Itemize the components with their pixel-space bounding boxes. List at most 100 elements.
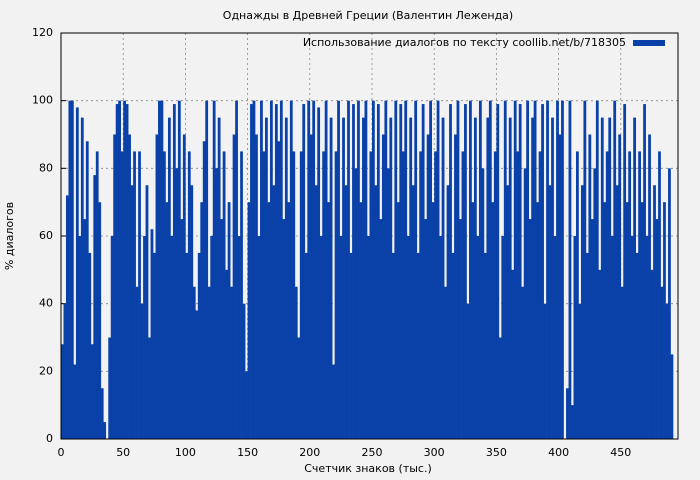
y-tick-label: 0 <box>46 432 53 445</box>
bar <box>648 134 651 439</box>
bar <box>376 104 380 440</box>
bar <box>431 202 435 439</box>
bar <box>145 185 149 439</box>
bar <box>133 151 136 439</box>
bar <box>486 117 490 439</box>
bar <box>324 100 328 440</box>
bar <box>556 100 559 440</box>
bar <box>317 107 321 439</box>
bar <box>483 252 487 439</box>
bar <box>645 236 649 439</box>
bar <box>202 141 206 439</box>
bar <box>653 185 656 439</box>
bar <box>593 168 597 440</box>
bar <box>63 303 67 439</box>
bar <box>349 252 353 439</box>
bar <box>566 388 569 439</box>
bar <box>367 236 370 439</box>
bar <box>85 141 89 439</box>
bar <box>451 252 455 439</box>
bar <box>150 229 154 439</box>
bar <box>177 100 181 440</box>
bar <box>247 202 251 439</box>
bar <box>192 286 196 439</box>
bar <box>240 151 243 439</box>
bar <box>200 202 204 439</box>
bar <box>543 303 547 439</box>
bar <box>332 364 335 439</box>
bar <box>359 202 363 439</box>
bar <box>439 236 442 439</box>
bar <box>304 252 308 439</box>
y-tick-label: 100 <box>32 94 53 107</box>
bar <box>429 100 432 440</box>
bar <box>374 185 378 439</box>
bar <box>135 286 139 439</box>
bar <box>167 117 171 439</box>
x-tick-label: 0 <box>58 446 65 459</box>
bar <box>598 269 602 439</box>
bar <box>113 134 117 439</box>
bar <box>153 252 156 439</box>
bar <box>571 405 574 439</box>
bar <box>339 236 343 439</box>
bar <box>424 219 428 439</box>
bar <box>610 236 614 439</box>
bar <box>245 371 248 439</box>
bar <box>260 100 263 440</box>
bar <box>284 117 288 439</box>
bar <box>103 422 107 439</box>
bar <box>197 252 201 439</box>
bar <box>643 104 646 440</box>
y-tick-label: 60 <box>39 229 53 242</box>
bar <box>481 168 485 440</box>
bar <box>95 151 99 439</box>
plot-frame <box>60 32 679 440</box>
bar <box>210 236 214 439</box>
y-tick-label: 120 <box>32 26 53 39</box>
bar <box>538 151 542 439</box>
bar <box>279 100 283 440</box>
bar <box>118 100 122 440</box>
bar <box>182 134 186 439</box>
bar <box>469 100 472 440</box>
bar <box>80 117 84 439</box>
x-tick-label: 200 <box>299 446 320 459</box>
bar <box>608 117 612 439</box>
bar <box>68 100 72 440</box>
bar <box>207 286 211 439</box>
bar <box>421 104 425 440</box>
bar <box>600 117 604 439</box>
bar <box>548 185 552 439</box>
bar <box>526 100 530 440</box>
bar <box>215 168 219 440</box>
x-tick-label: 450 <box>610 446 631 459</box>
bar <box>471 202 475 439</box>
bar <box>130 185 134 439</box>
x-tick-label: 100 <box>175 446 196 459</box>
legend-swatch <box>633 40 665 46</box>
x-tick-label: 50 <box>116 446 130 459</box>
bar <box>232 134 236 439</box>
bar <box>419 151 423 439</box>
bar <box>536 202 539 439</box>
bar <box>180 219 184 439</box>
bar <box>190 185 194 439</box>
bar <box>456 100 460 440</box>
x-tick-label: 250 <box>361 446 382 459</box>
bar <box>65 195 69 439</box>
bar <box>561 100 564 440</box>
bar <box>235 100 238 440</box>
bar <box>272 185 276 439</box>
bar <box>347 100 350 440</box>
bar <box>172 104 176 440</box>
bar <box>546 100 549 440</box>
bar <box>523 168 527 440</box>
bar <box>590 219 594 439</box>
bar <box>242 303 246 439</box>
bar <box>628 151 632 439</box>
bar <box>73 364 77 439</box>
bar <box>217 117 221 439</box>
bar <box>257 236 261 439</box>
